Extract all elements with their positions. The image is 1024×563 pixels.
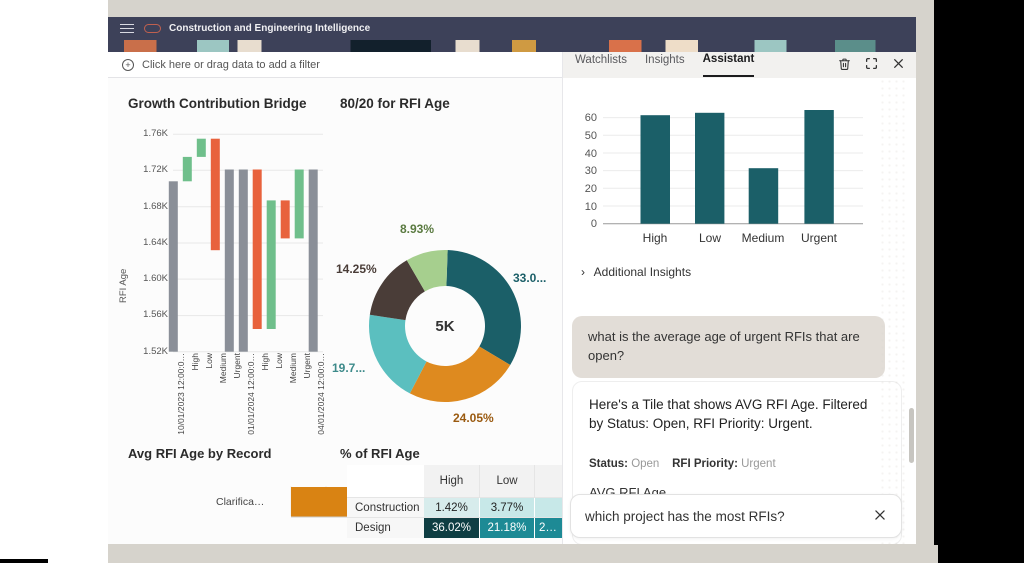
svg-text:10: 10 bbox=[585, 201, 597, 213]
svg-text:Urgent: Urgent bbox=[801, 231, 838, 245]
svg-text:High: High bbox=[643, 231, 668, 245]
svg-text:20: 20 bbox=[585, 183, 597, 195]
svg-text:Low: Low bbox=[699, 231, 721, 245]
svg-text:50: 50 bbox=[585, 130, 597, 142]
svg-text:0: 0 bbox=[591, 218, 597, 230]
svg-text:60: 60 bbox=[585, 112, 597, 124]
svg-text:40: 40 bbox=[585, 148, 597, 160]
svg-text:Medium: Medium bbox=[742, 231, 785, 245]
svg-text:30: 30 bbox=[585, 165, 597, 177]
